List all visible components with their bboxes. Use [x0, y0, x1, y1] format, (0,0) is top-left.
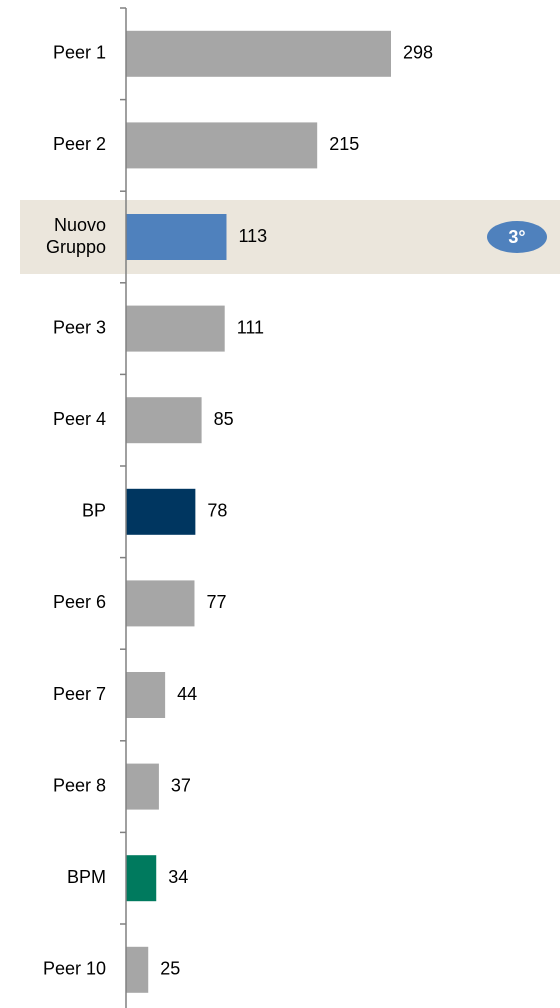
bar [126, 855, 157, 902]
bar [126, 30, 391, 77]
value-label: 44 [177, 684, 197, 704]
category-label: Peer 6 [53, 592, 106, 612]
value-label: 78 [207, 501, 227, 521]
category-label: Peer 8 [53, 775, 106, 795]
category-label: Peer 3 [53, 317, 106, 337]
bar [126, 946, 149, 993]
bar [126, 214, 227, 260]
bar [126, 305, 225, 352]
category-label: BPM [67, 867, 106, 887]
value-label: 85 [214, 409, 234, 429]
category-label: Peer 1 [53, 43, 106, 63]
bar [126, 122, 318, 169]
value-label: 298 [403, 43, 433, 63]
rank-badge-label: 3° [508, 227, 525, 247]
value-label: 215 [329, 134, 359, 154]
category-label: Peer 7 [53, 684, 106, 704]
value-label: 113 [238, 226, 267, 246]
category-label: BP [82, 501, 106, 521]
highlight-band [20, 200, 560, 274]
value-label: 77 [206, 592, 226, 612]
bar [126, 672, 166, 718]
category-label: Peer 10 [43, 959, 106, 979]
value-label: 25 [160, 959, 180, 979]
bar [126, 488, 196, 535]
category-label: Peer 2 [53, 134, 106, 154]
bar [126, 763, 159, 810]
rank-badge [487, 221, 547, 253]
value-label: 34 [168, 867, 188, 887]
value-label: 111 [237, 317, 264, 337]
value-label: 37 [171, 775, 191, 795]
category-label: Peer 4 [53, 409, 106, 429]
bar [126, 397, 202, 444]
category-label: Nuovo Gruppo [46, 215, 106, 257]
bar [126, 580, 195, 627]
